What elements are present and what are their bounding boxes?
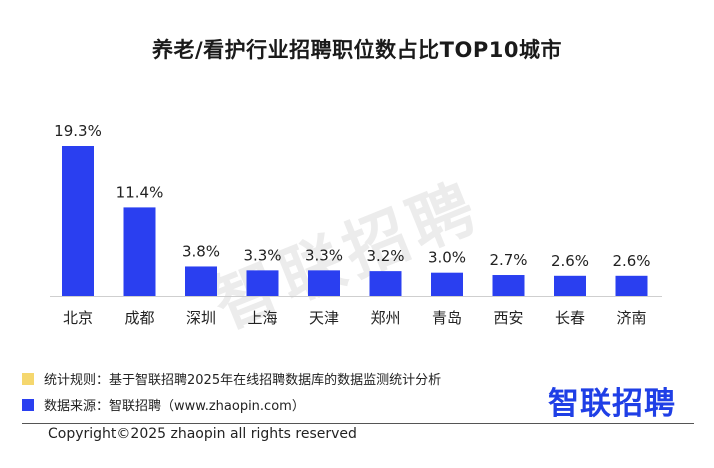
bar-上海 (246, 270, 279, 296)
bar-西安 (492, 275, 525, 296)
category-label: 北京 (63, 309, 93, 327)
category-label: 济南 (616, 309, 646, 327)
value-label: 3.2% (366, 247, 404, 265)
source-note-swatch (22, 398, 34, 411)
value-label: 11.4% (116, 183, 164, 201)
value-label: 19.3% (54, 122, 102, 140)
category-label: 郑州 (370, 309, 400, 327)
category-label: 长春 (555, 309, 585, 327)
category-label: 天津 (309, 309, 339, 327)
source-note-text: 数据来源：智联招聘（www.zhaopin.com） (44, 399, 305, 414)
bar-济南 (615, 275, 648, 296)
value-label: 2.6% (612, 252, 650, 270)
footer-divider (22, 423, 694, 424)
value-label: 3.3% (243, 246, 281, 264)
category-label: 西安 (493, 309, 523, 327)
category-label: 成都 (124, 309, 154, 327)
bar-chart: 19.3% 北京 11.4% 成都 3.8% 深圳 3.3% 上海 3.3% 天津 3.2% 郑州 3.… (50, 122, 662, 327)
chart-title: 养老/看护行业招聘职位数占比TOP10城市 (152, 38, 562, 62)
bar-成都 (123, 207, 156, 296)
category-label: 深圳 (186, 309, 216, 327)
rule-note-row: 统计规则：基于智联招聘2025年在线招聘数据库的数据监测统计分析 (22, 369, 441, 388)
value-label: 3.3% (305, 246, 343, 264)
copyright: Copyright©2025 zhaopin all rights reserv… (48, 426, 357, 442)
source-note-row: 数据来源：智联招聘（www.zhaopin.com） (22, 395, 305, 414)
bar-青岛 (431, 272, 463, 296)
value-label: 2.7% (489, 251, 527, 269)
zhaopin-logo: 智联招聘 (548, 386, 676, 422)
value-label: 3.0% (428, 249, 466, 267)
bar-长春 (554, 275, 586, 296)
bar-天津 (308, 270, 340, 296)
category-label: 青岛 (432, 309, 462, 327)
value-label: 2.6% (551, 252, 589, 270)
rule-note-text: 统计规则：基于智联招聘2025年在线招聘数据库的数据监测统计分析 (44, 373, 442, 388)
bar-深圳 (185, 266, 217, 296)
bar-郑州 (369, 271, 402, 296)
category-label: 上海 (247, 309, 277, 327)
bar-北京 (62, 146, 94, 296)
value-label: 3.8% (182, 242, 220, 260)
rule-note-swatch (22, 372, 34, 385)
